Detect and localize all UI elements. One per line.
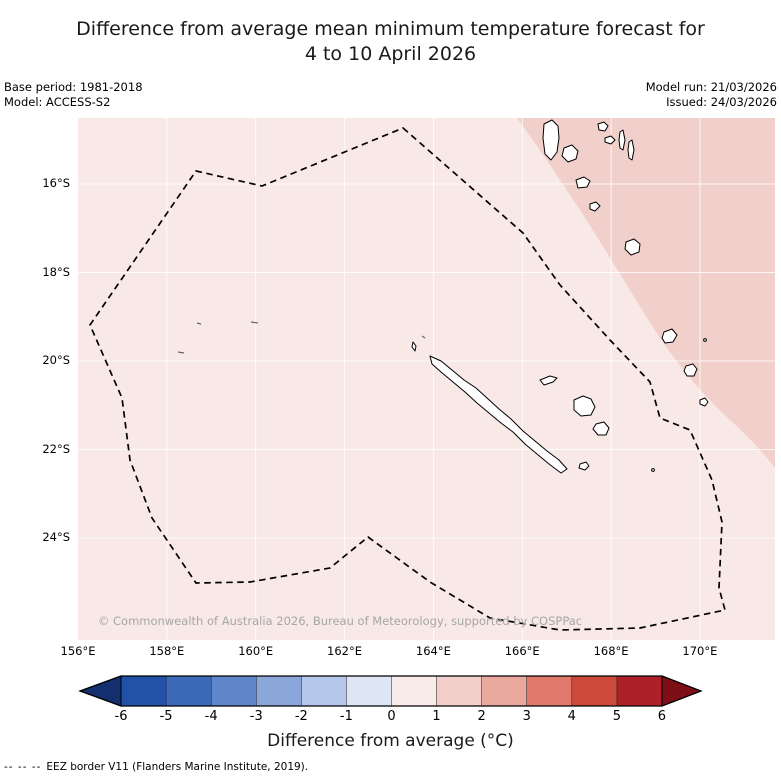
issued-text: Issued: 24/03/2026: [666, 95, 777, 109]
colorbar: [78, 675, 703, 707]
page-title-line1: Difference from average mean minimum tem…: [76, 18, 705, 40]
island-pentecost: [627, 139, 635, 161]
colorbar-segment: [526, 675, 573, 707]
colorbar-tick-label: 4: [567, 709, 576, 724]
x-tick-label: 168°E: [593, 644, 629, 658]
model-run-text: Model run: 21/03/2026: [645, 80, 777, 94]
colorbar-tick-label: 1: [432, 709, 441, 724]
island-malakula: [561, 144, 579, 163]
island-isle-of-pines: [578, 461, 590, 471]
colorbar-segments: [120, 675, 663, 707]
footnote-text: EEZ border V11 (Flanders Marine Institut…: [46, 761, 309, 773]
page-title: Difference from average mean minimum tem…: [0, 17, 781, 67]
metadata-right: Model run: 21/03/2026 Issued: 24/03/2026: [646, 80, 777, 110]
island-epi: [589, 201, 601, 212]
colorbar-tick-label: 6: [657, 709, 667, 724]
colorbar-left-arrow: [78, 675, 122, 707]
island-grande-terre: [429, 355, 568, 474]
islands: [411, 119, 709, 474]
page-title-line2: 4 to 10 April 2026: [304, 43, 477, 65]
y-tick-label: 18°S: [42, 265, 70, 279]
base-period-text: Base period: 1981-2018: [4, 80, 143, 94]
island-ambrym: [575, 176, 591, 189]
x-tick-label: 156°E: [60, 644, 96, 658]
colorbar-right-arrow: [661, 675, 703, 707]
metadata-bar: Base period: 1981-2018 Model: ACCESS-S2 …: [4, 80, 777, 110]
island-espiritu-santo: [542, 119, 560, 161]
x-tick-label: 160°E: [238, 644, 274, 658]
colorbar-segment: [120, 675, 167, 707]
x-tick-label: 166°E: [504, 644, 540, 658]
colorbar-segment: [391, 675, 438, 707]
colorbar-tick-label: -3: [249, 709, 263, 724]
colorbar-segment: [165, 675, 212, 707]
forecast-map: © Commonwealth of Australia 2026, Bureau…: [78, 118, 775, 640]
y-tick-label: 22°S: [42, 442, 70, 456]
island-ouvea: [539, 375, 558, 386]
graticule: [78, 118, 775, 640]
colorbar-segment: [210, 675, 257, 707]
reef-specks: [177, 321, 426, 354]
colorbar-tick-label: -6: [114, 709, 128, 724]
eez-border: [89, 127, 727, 631]
island-mare: [592, 421, 610, 436]
colorbar-tick-label: 5: [612, 709, 621, 724]
colorbar-tick-label: -5: [159, 709, 173, 724]
y-tick-label: 24°S: [42, 530, 70, 544]
colorbar-segment: [571, 675, 618, 707]
colorbar-segment: [436, 675, 483, 707]
metadata-left: Base period: 1981-2018 Model: ACCESS-S2: [4, 80, 143, 110]
y-tick-label: 16°S: [42, 176, 70, 190]
island-matthew: [703, 338, 707, 342]
x-tick-label: 158°E: [149, 644, 185, 658]
colorbar-outline: [78, 675, 703, 707]
colorbar-tick-label: -2: [294, 709, 308, 724]
colorbar-segment: [346, 675, 393, 707]
x-tick-label: 164°E: [415, 644, 451, 658]
colorbar-segment: [481, 675, 528, 707]
colorbar-segment: [301, 675, 347, 707]
island-efate: [624, 238, 641, 256]
colorbar-segment: [616, 675, 663, 707]
island-belep: [411, 341, 417, 352]
colorbar-tick-label: -4: [204, 709, 218, 724]
model-text: Model: ACCESS-S2: [4, 95, 111, 109]
x-tick-label: 162°E: [327, 644, 363, 658]
y-tick-label: 20°S: [42, 353, 70, 367]
colorbar-label: Difference from average (°C): [267, 731, 514, 751]
island-walpole: [651, 468, 655, 472]
colorbar-tick-label: 2: [477, 709, 486, 724]
colorbar-segment: [256, 675, 302, 707]
island-ambae: [604, 135, 616, 145]
colorbar-tick-label: 3: [522, 709, 531, 724]
island-maewo: [618, 129, 626, 151]
colorbar-tick-label: 0: [387, 709, 396, 724]
x-tick-label: 170°E: [682, 644, 718, 658]
island-gaua: [597, 121, 609, 132]
anomaly-region-1-2: [517, 118, 775, 468]
x-axis-labels: 156°E 158°E 160°E 162°E 164°E 166°E 168°E 170°E: [48, 644, 730, 658]
colorbar-ticks: -6 -5 -4 -3 -2 -1 0 1 2 3 4 5 6: [101, 709, 682, 724]
footnote: -- -- -- EEZ border V11 (Flanders Marine …: [4, 761, 308, 773]
colorbar-tick-label: -1: [339, 709, 353, 724]
island-erromango: [661, 328, 678, 344]
copyright-text: © Commonwealth of Australia 2026, Bureau…: [98, 614, 582, 628]
island-aneityum: [699, 397, 709, 407]
island-tanna: [683, 363, 698, 377]
island-lifou: [573, 395, 596, 417]
eez-dash-sample: -- -- --: [4, 761, 42, 773]
